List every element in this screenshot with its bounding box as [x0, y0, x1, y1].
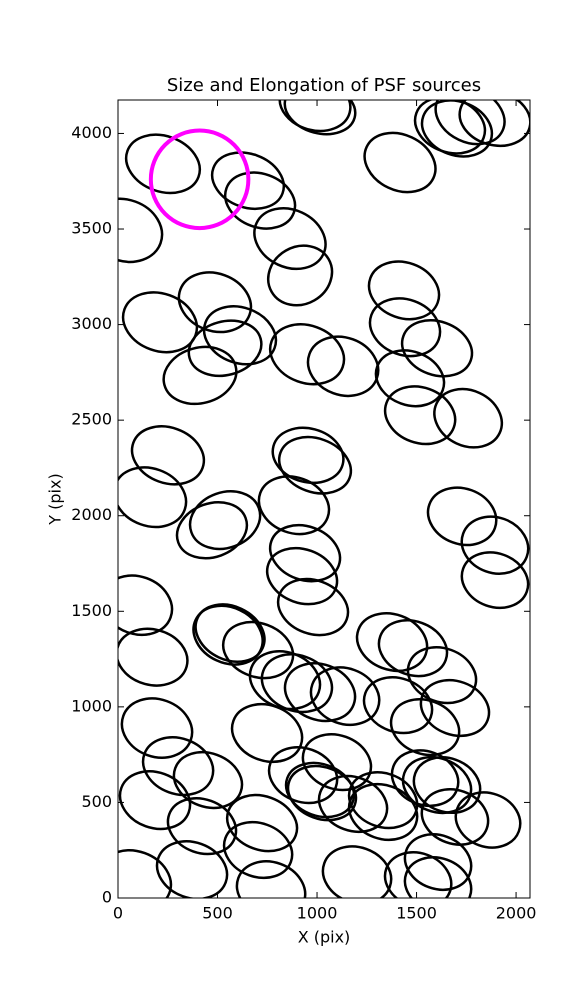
- psf-source: [118, 849, 173, 898]
- psf-source: [267, 746, 339, 805]
- axes-frame: [117, 99, 531, 899]
- y-axis-label: Y (pix): [46, 473, 65, 525]
- y-tick-label: 1000: [71, 696, 112, 715]
- psf-source: [260, 653, 334, 714]
- psf-source: [412, 756, 482, 814]
- psf-source: [222, 820, 294, 880]
- psf-source: [383, 851, 453, 898]
- psf-source: [355, 612, 429, 673]
- psf-source: [276, 577, 350, 637]
- psf-source: [383, 385, 457, 446]
- psf-source: [225, 793, 299, 853]
- psf-source: [130, 425, 206, 486]
- y-tick-label: 2500: [71, 410, 112, 429]
- psf-source: [286, 764, 358, 822]
- psf-source: [118, 770, 192, 831]
- psf-source: [267, 244, 334, 307]
- y-tick-label: 2000: [71, 505, 112, 524]
- psf-source: [278, 435, 353, 495]
- psf-source: [188, 490, 262, 551]
- x-axis-label: X (pix): [298, 928, 351, 947]
- psf-source: [118, 627, 189, 687]
- psf-source: [377, 619, 449, 678]
- psf-source: [454, 791, 522, 849]
- psf-source: [321, 845, 393, 898]
- psf-source: [118, 466, 188, 529]
- psf-source: [283, 662, 357, 723]
- psf-source: [362, 676, 434, 735]
- psf-source: [403, 856, 473, 898]
- psf-source: [268, 523, 342, 583]
- y-tick-label: 3500: [71, 219, 112, 238]
- y-tick-label: 4000: [71, 123, 112, 142]
- x-tick-label: 2000: [496, 904, 537, 923]
- psf-source: [271, 426, 345, 485]
- psf-source: [283, 100, 357, 136]
- psf-source: [367, 260, 441, 321]
- psf-source: [187, 319, 263, 378]
- psf-source: [403, 833, 473, 891]
- psf-source: [374, 349, 446, 408]
- psf-source: [278, 100, 352, 133]
- psf-source: [257, 475, 331, 536]
- psf-source: [141, 736, 215, 797]
- psf-source: [118, 197, 164, 264]
- y-tick-label: 3000: [71, 314, 112, 333]
- psf-source: [460, 551, 530, 610]
- x-tick-label: 500: [202, 904, 233, 923]
- psf-source: [172, 750, 244, 810]
- psf-source: [268, 323, 346, 386]
- psf-source: [420, 788, 490, 846]
- chart-title: Size and Elongation of PSF sources: [167, 75, 481, 96]
- x-tick-label: 0: [113, 904, 123, 923]
- psf-source: [426, 486, 498, 547]
- psf-source: [118, 574, 174, 637]
- psf-source: [223, 171, 297, 230]
- psf-source: [460, 515, 530, 575]
- psf-source: [175, 501, 249, 560]
- x-tick-label: 1500: [396, 904, 437, 923]
- psf-source: [400, 319, 474, 378]
- y-tick-label: 1500: [71, 601, 112, 620]
- psf-source: [401, 755, 473, 815]
- psf-source: [419, 678, 491, 738]
- psf-source: [309, 666, 381, 727]
- psf-source: [202, 305, 278, 366]
- psf-source: [166, 797, 238, 856]
- psf-source: [284, 761, 356, 819]
- y-tick-label: 500: [81, 792, 112, 811]
- psf-source: [235, 860, 307, 898]
- psf-source: [162, 345, 238, 406]
- psf-source: [368, 297, 442, 358]
- psf-source: [192, 604, 264, 666]
- x-tick-label: 1000: [297, 904, 338, 923]
- psf-source: [230, 703, 304, 764]
- plot-area: [118, 100, 530, 898]
- psf-source: [389, 698, 461, 757]
- psf-source: [363, 131, 437, 194]
- psf-source: [347, 782, 419, 842]
- psf-source: [317, 774, 389, 834]
- y-tick-label: 0: [102, 888, 112, 907]
- psf-source: [433, 387, 504, 449]
- psf-source: [155, 840, 229, 898]
- highlight-circle: [148, 128, 251, 231]
